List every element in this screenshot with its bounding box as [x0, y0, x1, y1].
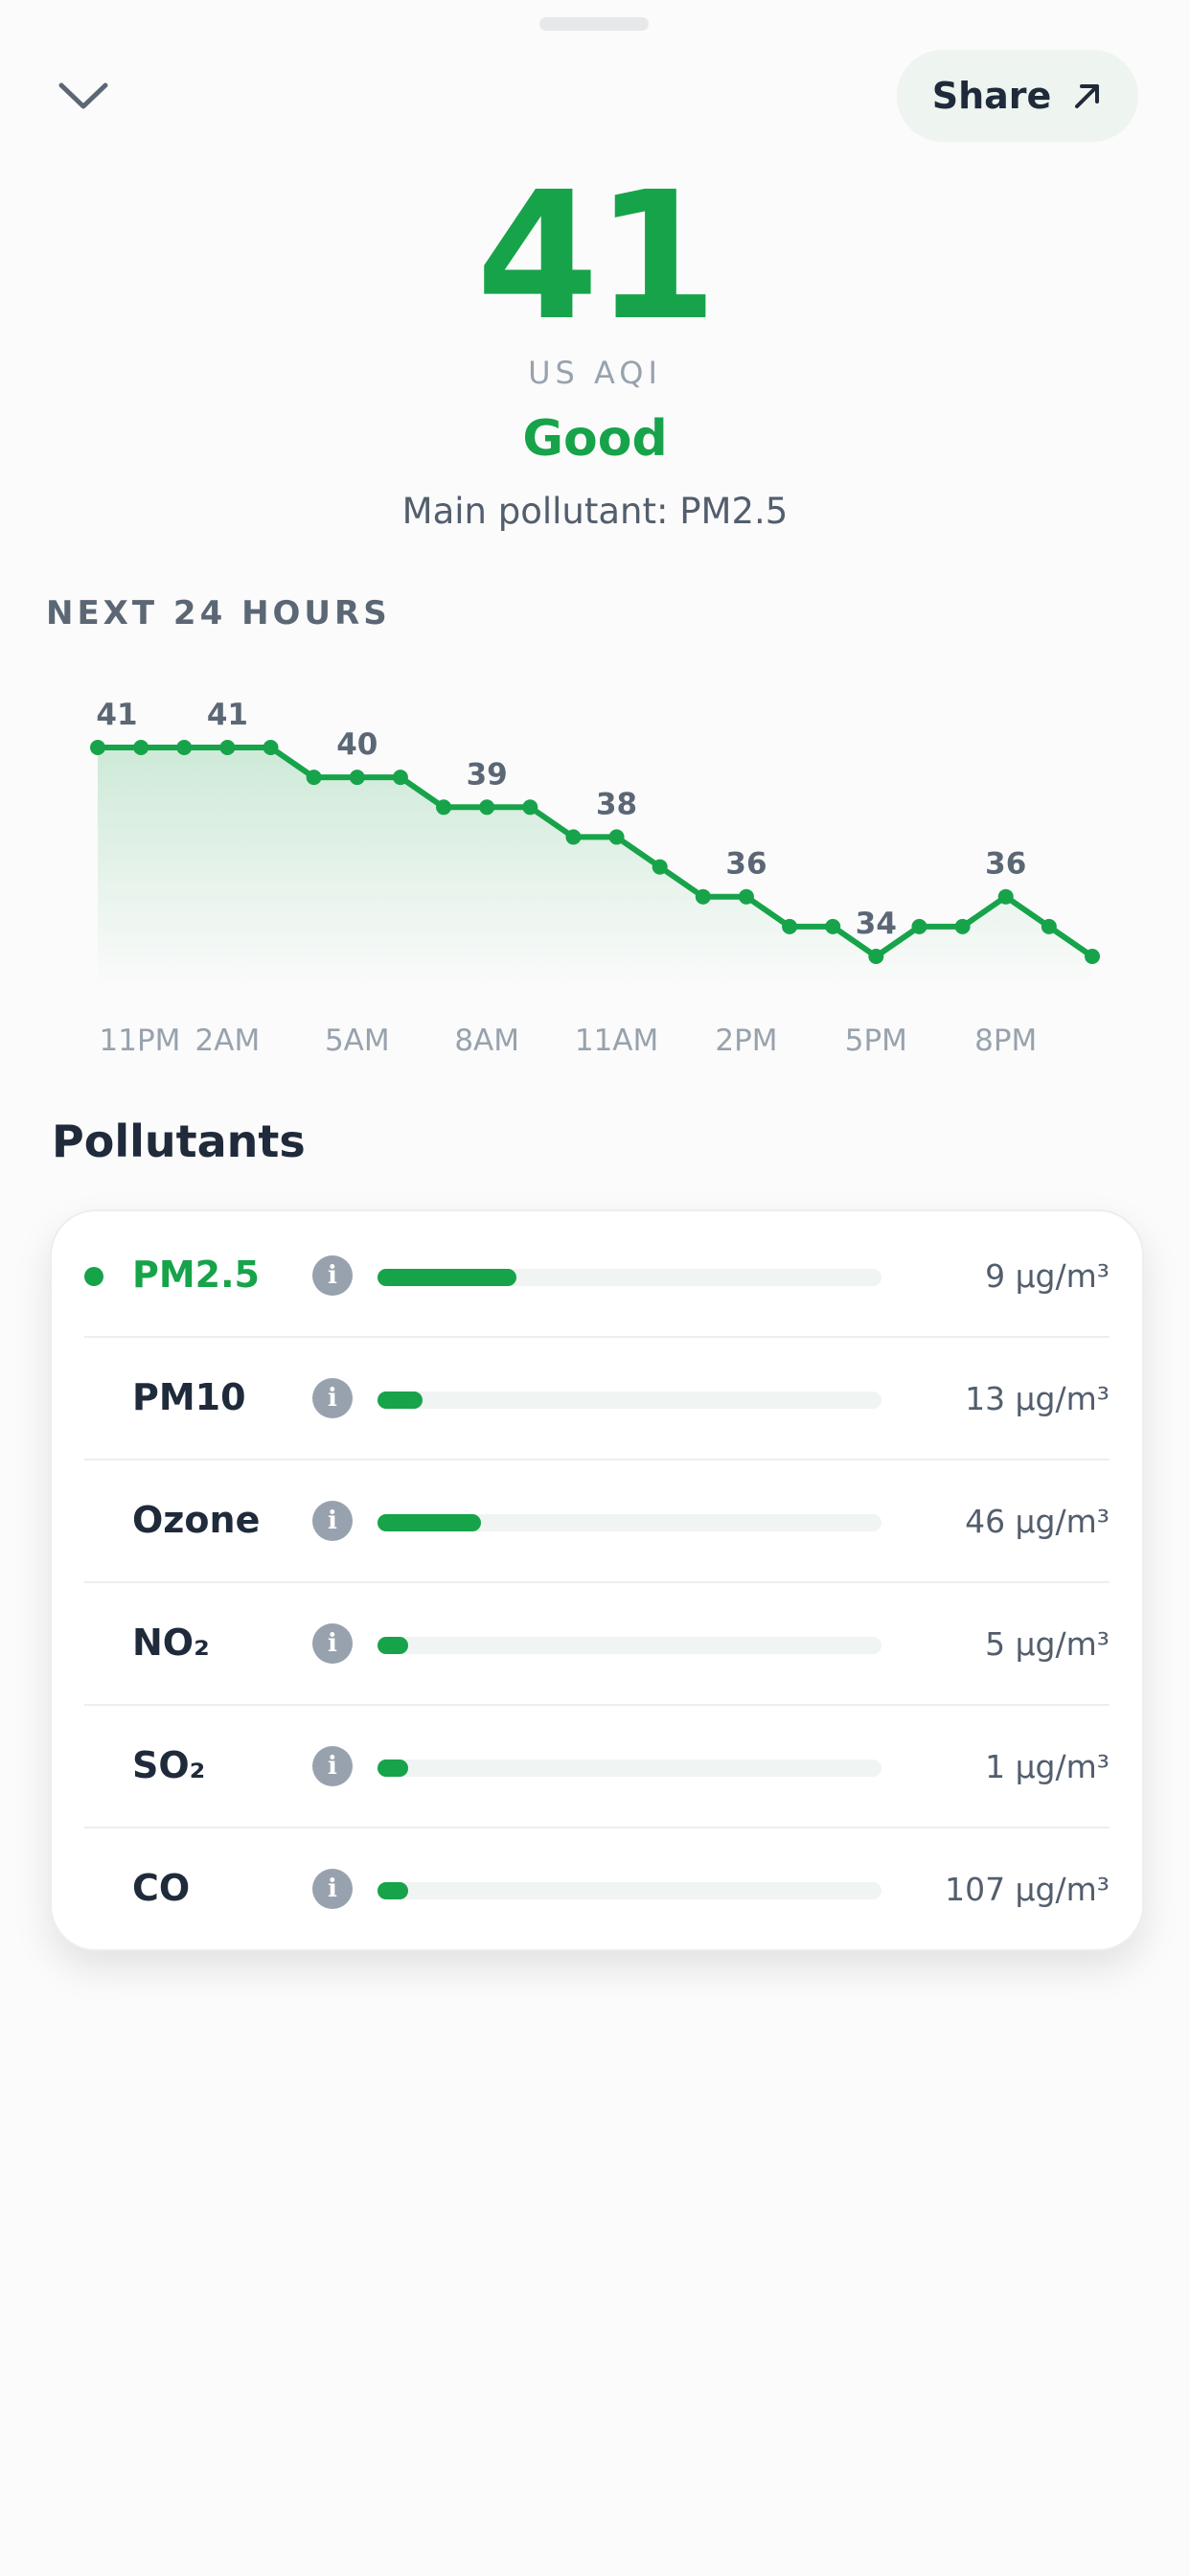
share-label: Share	[931, 75, 1052, 117]
chart-point[interactable]	[392, 770, 408, 786]
chart-data-label: 34	[856, 907, 897, 941]
pollutant-level-fill	[378, 1269, 516, 1286]
pollutant-row[interactable]: PM2.5 i 9 µg/m³	[84, 1213, 1110, 1338]
chart-x-tick-label: 11AM	[575, 1024, 658, 1058]
main-pollutant-text: Main pollutant: PM2.5	[401, 491, 789, 532]
chart-point[interactable]	[911, 918, 927, 934]
chart-data-label: 40	[336, 727, 378, 762]
chart-point[interactable]	[1041, 918, 1057, 934]
sheet-grabber[interactable]	[539, 17, 649, 31]
chart-data-label: 41	[96, 698, 137, 732]
chart-data-label: 41	[207, 698, 248, 732]
aqi-unit-label: US AQI	[528, 355, 662, 391]
aqi-forecast-chart: 41 41 40 39 38 36 34 36 11PM 2AM 5AM 8AM 11AM 2PM 5PM…	[90, 698, 1100, 1058]
chart-point[interactable]	[436, 799, 452, 816]
pollutant-value: 5 µg/m³	[985, 1625, 1110, 1663]
chart-data-label: 38	[596, 787, 637, 821]
chart-area-fill	[98, 748, 1092, 987]
chart-x-tick-label: 8AM	[454, 1024, 519, 1058]
arrow-up-right-icon	[1075, 84, 1100, 108]
aqi-status: Good	[522, 410, 668, 468]
chart-point[interactable]	[349, 770, 365, 786]
pollutants-title: Pollutants	[52, 1116, 306, 1167]
pollutant-level-bar	[378, 1882, 881, 1899]
pollutant-level-bar	[378, 1392, 881, 1409]
chart-x-tick-label: 11PM	[100, 1024, 181, 1058]
pollutants-card: PM2.5 i 9 µg/m³ PM10 i 13 µg/m³ Ozone i 46 µg/m³…	[50, 1209, 1144, 1951]
pollutant-name: PM10	[132, 1376, 246, 1418]
chart-x-tick-label: 5AM	[325, 1024, 390, 1058]
pollutant-row[interactable]: CO i 107 µg/m³	[84, 1827, 1110, 1949]
pollutant-row[interactable]: SO₂ i 1 µg/m³	[84, 1704, 1110, 1828]
chart-point[interactable]	[608, 829, 625, 845]
close-button[interactable]	[50, 63, 117, 130]
share-button[interactable]: Share	[897, 50, 1138, 142]
info-icon[interactable]: i	[312, 1501, 353, 1541]
chart-point[interactable]	[219, 740, 236, 755]
chart-point[interactable]	[997, 888, 1014, 905]
pollutant-level-bar	[378, 1760, 881, 1777]
pollutant-level-fill	[378, 1760, 408, 1777]
chart-x-tick-label: 5PM	[845, 1024, 907, 1058]
chart-x-tick-label: 2PM	[715, 1024, 777, 1058]
pollutant-name: SO₂	[132, 1744, 206, 1786]
pollutant-value: 9 µg/m³	[985, 1257, 1110, 1295]
chart-x-tick-label: 8PM	[974, 1024, 1037, 1058]
info-icon[interactable]: i	[312, 1378, 353, 1418]
chart-point[interactable]	[1085, 949, 1100, 964]
pollutant-level-fill	[378, 1514, 481, 1531]
pollutant-value: 13 µg/m³	[965, 1380, 1110, 1417]
pollutant-level-fill	[378, 1392, 423, 1409]
chart-point[interactable]	[133, 740, 149, 755]
info-icon[interactable]: i	[312, 1255, 353, 1296]
pollutant-row[interactable]: NO₂ i 5 µg/m³	[84, 1581, 1110, 1706]
info-icon[interactable]: i	[312, 1869, 353, 1909]
chevron-down-icon	[58, 82, 108, 109]
chart-point[interactable]	[825, 918, 841, 934]
pollutant-level-bar	[378, 1269, 881, 1286]
chart-point[interactable]	[306, 770, 322, 786]
pollutant-name: Ozone	[132, 1499, 261, 1541]
forecast-section-title: NEXT 24 HOURS	[46, 594, 391, 632]
pollutant-level-bar	[378, 1514, 881, 1531]
active-indicator-dot	[84, 1267, 103, 1286]
chart-point[interactable]	[695, 888, 711, 905]
info-icon[interactable]: i	[312, 1746, 353, 1786]
chart-point[interactable]	[565, 829, 582, 845]
info-icon[interactable]: i	[312, 1623, 353, 1664]
chart-data-label: 36	[985, 847, 1026, 882]
chart-point[interactable]	[954, 918, 971, 934]
pollutant-row[interactable]: PM10 i 13 µg/m³	[84, 1336, 1110, 1460]
chart-point[interactable]	[90, 740, 105, 755]
chart-point[interactable]	[652, 859, 668, 875]
chart-point[interactable]	[263, 740, 279, 755]
pollutant-level-bar	[378, 1637, 881, 1654]
pollutant-value: 1 µg/m³	[985, 1748, 1110, 1785]
aqi-value: 41	[475, 154, 718, 359]
pollutant-name: CO	[132, 1867, 191, 1909]
chart-point[interactable]	[522, 799, 538, 816]
chart-data-label: 39	[467, 757, 508, 792]
chart-point[interactable]	[176, 740, 193, 755]
pollutant-value: 107 µg/m³	[945, 1871, 1110, 1908]
pollutant-level-fill	[378, 1882, 408, 1899]
pollutant-value: 46 µg/m³	[965, 1503, 1110, 1540]
chart-point[interactable]	[782, 918, 798, 934]
chart-point[interactable]	[738, 888, 754, 905]
chart-point[interactable]	[868, 949, 884, 964]
pollutant-name: PM2.5	[132, 1254, 260, 1296]
pollutant-row[interactable]: Ozone i 46 µg/m³	[84, 1459, 1110, 1583]
pollutant-name: NO₂	[132, 1622, 210, 1664]
pollutant-level-fill	[378, 1637, 408, 1654]
chart-x-tick-label: 2AM	[195, 1024, 261, 1058]
chart-data-label: 36	[725, 847, 767, 882]
chart-point[interactable]	[479, 799, 495, 816]
